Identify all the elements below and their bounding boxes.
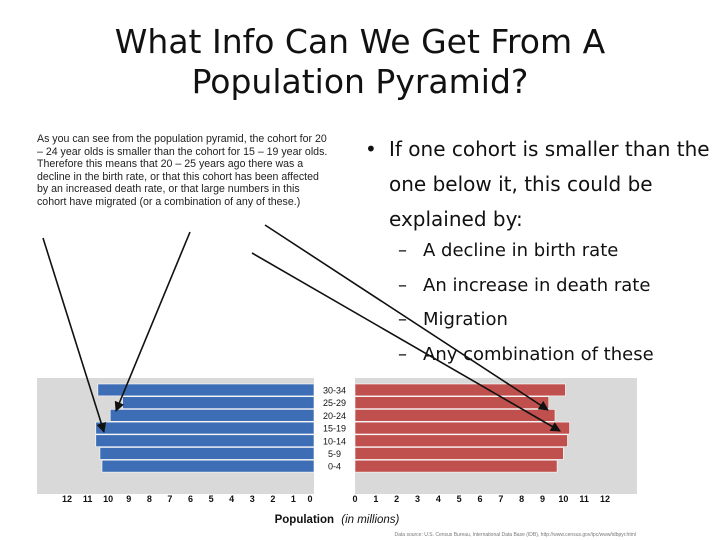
bullet-dot-icon: • <box>365 137 377 161</box>
list-item-text: Any combination of these <box>423 343 654 365</box>
age-label: 30-34 <box>323 386 346 396</box>
x-tick-label: 12 <box>600 494 610 504</box>
male-bars <box>95 383 315 473</box>
x-axis-label: Population (in millions) <box>275 514 400 526</box>
x-axis-label-main: Population <box>275 514 334 526</box>
female-bar <box>354 447 564 460</box>
x-axis-ticks: 12 11 10 9 8 7 6 5 4 3 2 1 0 0 1 2 3 4 5 6 7 8 9 10 11 12 <box>62 494 610 504</box>
slide-title-line-2: Population Pyramid? <box>191 62 529 101</box>
x-tick-label: 11 <box>579 494 589 504</box>
list-item-text: An increase in death rate <box>423 274 651 296</box>
list-item: – An increase in death rate <box>398 269 718 304</box>
slide-title: What Info Can We Get From A Population P… <box>40 22 680 102</box>
x-tick-label: 1 <box>291 494 296 504</box>
x-tick-label: 7 <box>498 494 503 504</box>
pyramid-caption: As you can see from the population pyram… <box>37 133 328 208</box>
x-tick-label: 5 <box>457 494 462 504</box>
dash-icon: – <box>398 309 407 331</box>
x-tick-label: 3 <box>250 494 255 504</box>
x-tick-label: 5 <box>209 494 214 504</box>
list-item: – Migration <box>398 303 718 338</box>
data-source: Data source: U.S. Census Bureau, Interna… <box>395 532 637 538</box>
x-tick-label: 11 <box>83 494 93 504</box>
arrow-4 <box>251 252 561 432</box>
x-tick-label: 10 <box>103 494 113 504</box>
male-bar <box>95 434 315 447</box>
list-item-text: Migration <box>423 309 508 331</box>
x-tick-label: 2 <box>394 494 399 504</box>
x-tick-label: 6 <box>188 494 193 504</box>
x-tick-label: 2 <box>270 494 275 504</box>
arrow-1 <box>42 237 107 433</box>
arrow-2 <box>114 231 191 412</box>
female-bar <box>354 409 556 422</box>
x-tick-label: 0 <box>352 494 357 504</box>
age-label: 15-19 <box>323 424 346 434</box>
male-bar <box>101 459 315 473</box>
main-bullet-text: If one cohort is smaller than the one be… <box>389 137 710 231</box>
x-tick-label: 6 <box>477 494 482 504</box>
age-label: 25-29 <box>323 398 346 408</box>
x-tick-label: 12 <box>62 494 72 504</box>
x-tick-label: 3 <box>415 494 420 504</box>
female-bar <box>354 434 568 447</box>
slide-title-line-1: What Info Can We Get From A <box>114 22 606 61</box>
dash-icon: – <box>398 343 407 365</box>
explanation-list: – A decline in birth rate – An increase in… <box>398 234 718 372</box>
arrow-3 <box>264 224 549 411</box>
dash-icon: – <box>398 240 407 261</box>
male-bar <box>95 421 315 435</box>
x-tick-label: 1 <box>373 494 378 504</box>
x-tick-label: 9 <box>540 494 545 504</box>
male-bar <box>99 447 315 460</box>
x-tick-label: 0 <box>307 494 312 504</box>
x-tick-label: 7 <box>167 494 172 504</box>
female-bar <box>354 459 558 473</box>
main-bullet: • If one cohort is smaller than the one … <box>365 132 715 237</box>
male-bar <box>109 409 315 422</box>
age-label: 10-14 <box>323 436 346 446</box>
list-item-text: A decline in birth rate <box>423 240 619 261</box>
x-tick-label: 8 <box>519 494 524 504</box>
x-tick-label: 4 <box>436 494 441 504</box>
list-item: – A decline in birth rate <box>398 234 718 269</box>
x-tick-label: 10 <box>558 494 568 504</box>
age-label: 20-24 <box>323 411 346 421</box>
x-tick-label: 4 <box>229 494 234 504</box>
list-item: – Any combination of these <box>398 338 718 373</box>
male-bar <box>97 383 315 397</box>
female-bar <box>354 383 566 397</box>
age-label: 0-4 <box>328 462 341 472</box>
age-label: 5-9 <box>328 449 341 459</box>
dash-icon: – <box>398 274 407 296</box>
x-tick-label: 8 <box>147 494 152 504</box>
x-tick-label: 9 <box>126 494 131 504</box>
x-axis-label-unit: (in millions) <box>341 514 399 526</box>
female-bar <box>354 421 570 435</box>
age-labels: 0-4 5-9 10-14 15-19 20-24 25-29 30-34 <box>323 386 346 472</box>
